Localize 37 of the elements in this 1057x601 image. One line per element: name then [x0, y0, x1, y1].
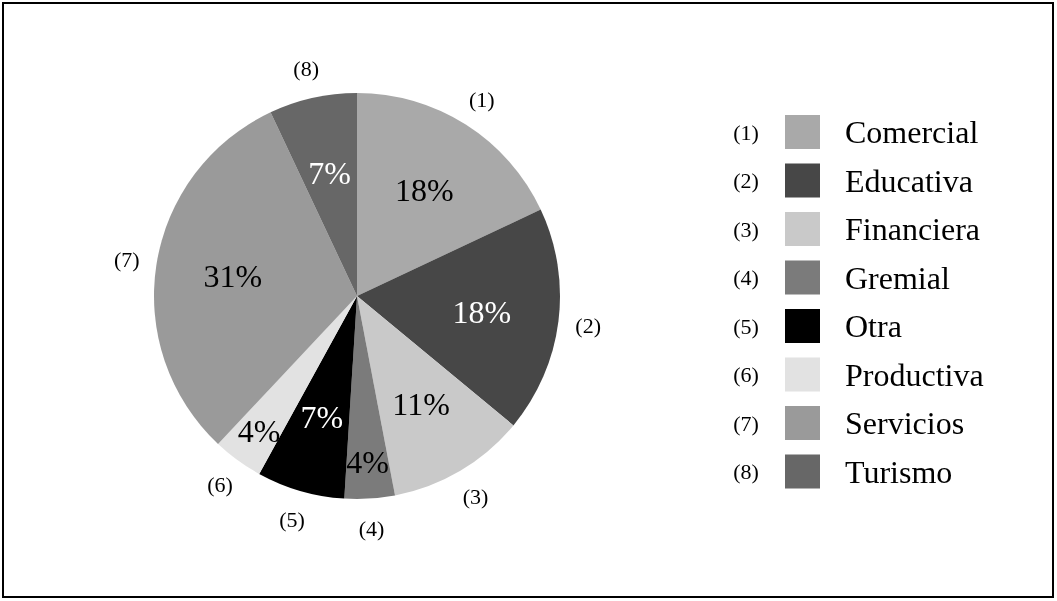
legend-label: Gremial — [845, 259, 950, 296]
data-label: 31% — [203, 258, 263, 295]
data-label: 7% — [300, 398, 344, 435]
text: (2) — [733, 168, 759, 193]
text: (1) — [733, 119, 759, 145]
data-label: 7% — [308, 155, 351, 192]
pie-slice — [154, 112, 357, 444]
data-label: 11% — [392, 386, 450, 423]
pie-slice — [270, 93, 357, 296]
text: (2) — [575, 312, 601, 338]
data-label: 4% — [237, 412, 281, 449]
data-label: 18% — [452, 293, 512, 330]
text: (3) — [733, 216, 759, 242]
legend-label: Comercial — [845, 114, 979, 150]
text: (6) — [733, 362, 759, 387]
text: (3) — [462, 484, 489, 510]
text: (5) — [279, 507, 305, 533]
text: (7) — [733, 410, 759, 436]
pie-slice — [357, 93, 541, 296]
text: (8) — [293, 56, 319, 82]
pie-slice — [357, 209, 560, 426]
legend-label: Otra — [845, 308, 902, 344]
legend-label: Productiva — [845, 356, 984, 393]
legend-label: Servicios — [845, 405, 965, 441]
text: (1) — [469, 86, 495, 112]
legend-label: Educativa — [845, 162, 973, 199]
data-label: 18% — [395, 171, 454, 208]
text: (4) — [733, 265, 759, 290]
pie-slice — [344, 296, 396, 499]
legend-label: Turismo — [845, 453, 953, 490]
text: (4) — [358, 516, 385, 542]
text: (5) — [733, 313, 759, 339]
text: (6) — [207, 472, 233, 497]
text: (7) — [114, 247, 140, 273]
text: (8) — [733, 459, 759, 484]
legend-label: Financiera — [845, 211, 981, 247]
data-label: 4% — [346, 444, 389, 481]
